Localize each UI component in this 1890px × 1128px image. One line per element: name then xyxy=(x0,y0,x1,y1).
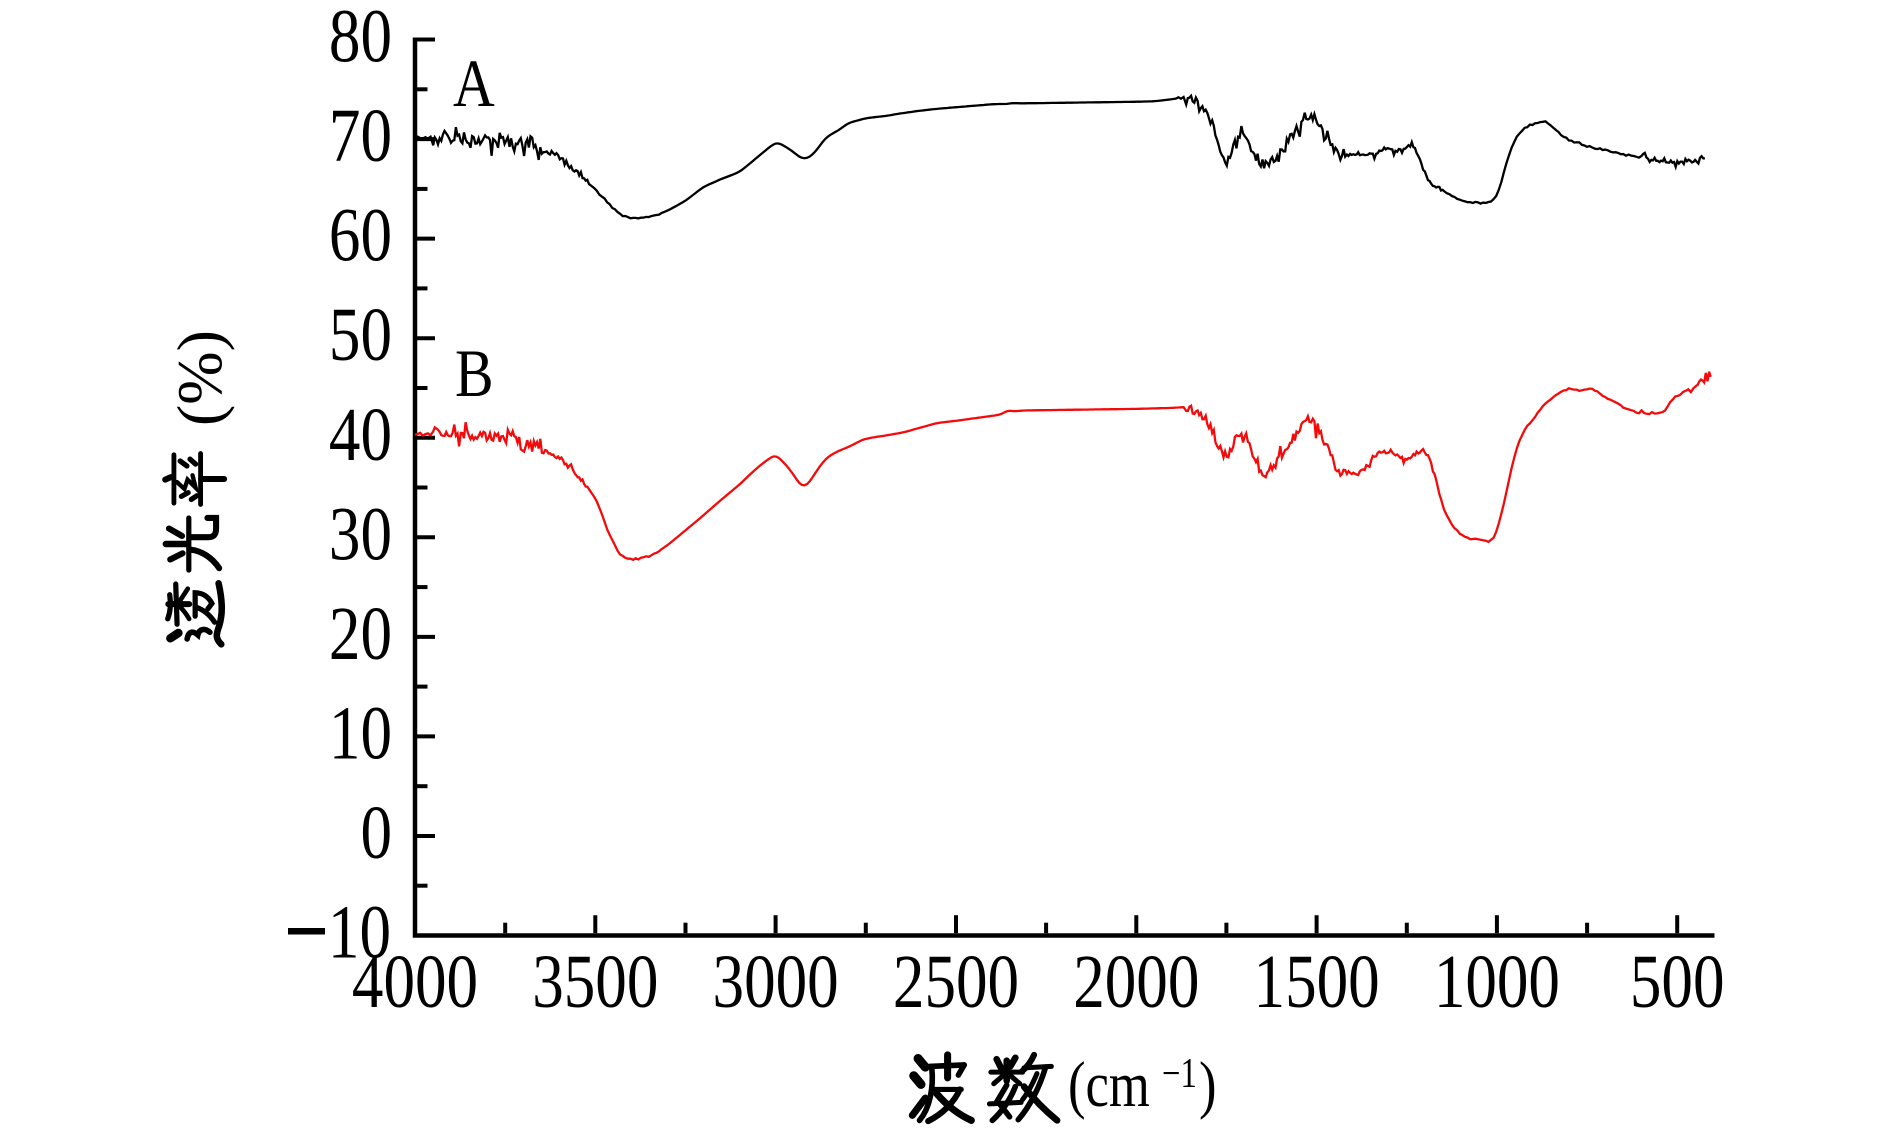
svg-text:40: 40 xyxy=(329,393,392,477)
svg-text:B: B xyxy=(455,336,494,411)
svg-text:60: 60 xyxy=(329,194,392,278)
svg-text:50: 50 xyxy=(329,294,392,378)
svg-text:1500: 1500 xyxy=(1254,941,1380,1025)
svg-text:3500: 3500 xyxy=(532,941,658,1025)
svg-text:30: 30 xyxy=(329,493,392,577)
svg-text:80: 80 xyxy=(329,0,392,79)
svg-text:4000: 4000 xyxy=(352,941,478,1025)
svg-text:A: A xyxy=(453,46,495,121)
svg-text:1000: 1000 xyxy=(1434,941,1560,1025)
svg-text:10: 10 xyxy=(329,692,392,776)
svg-text:2000: 2000 xyxy=(1073,941,1199,1025)
svg-text:2500: 2500 xyxy=(893,941,1019,1025)
svg-text:): ) xyxy=(1199,1048,1217,1121)
svg-text:0: 0 xyxy=(360,792,392,876)
svg-text:10: 10 xyxy=(328,891,391,975)
svg-text:70: 70 xyxy=(329,95,392,179)
svg-text:−1: −1 xyxy=(1162,1050,1197,1097)
svg-text:(%): (%) xyxy=(164,330,235,426)
svg-text:3000: 3000 xyxy=(713,941,839,1025)
svg-text:(cm: (cm xyxy=(1068,1048,1150,1121)
svg-text:20: 20 xyxy=(329,593,392,677)
svg-text:500: 500 xyxy=(1630,941,1725,1025)
